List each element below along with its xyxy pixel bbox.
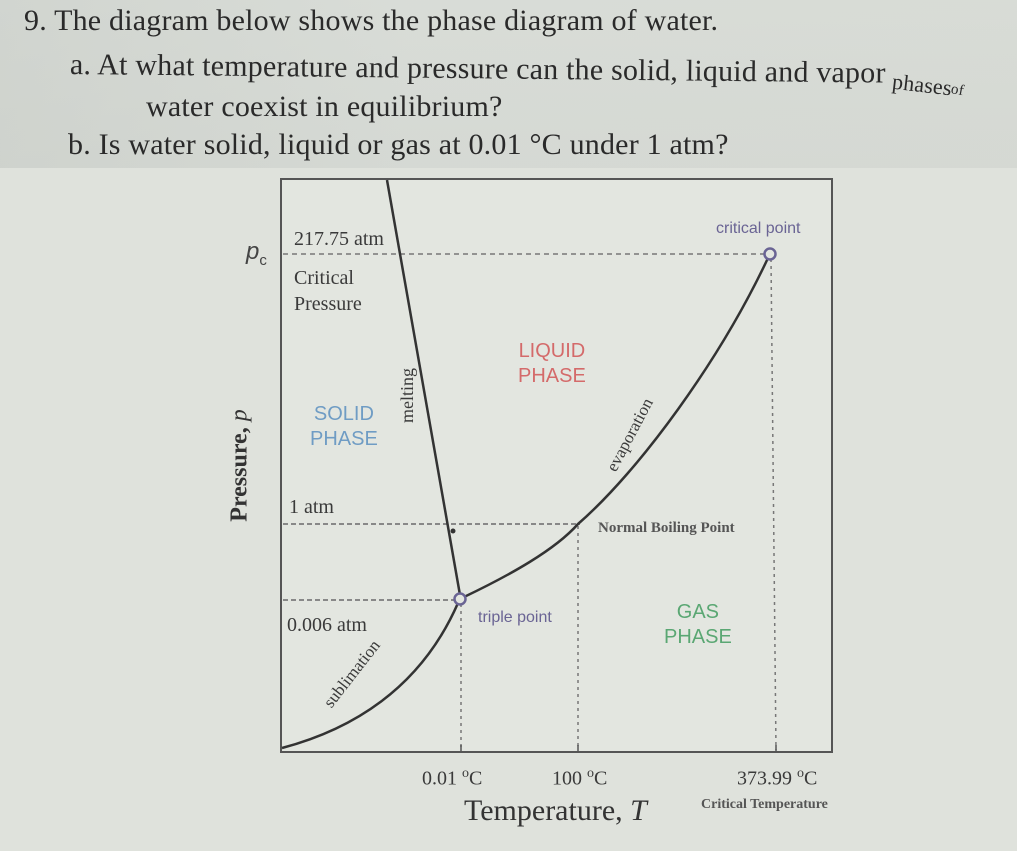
- one-atm-label: 1 atm: [289, 496, 334, 518]
- x-tick-1-deg: o: [462, 766, 469, 781]
- pc-sub: c: [259, 251, 267, 269]
- x-tick-1-unit: C: [469, 767, 483, 790]
- part-b-label: b.: [68, 128, 91, 161]
- x-axis-text: Temperature,: [464, 794, 623, 827]
- gas-line2: PHASE: [664, 626, 732, 648]
- x-tick-1-label: 0.01 oC: [422, 766, 482, 791]
- critical-temperature-label: Critical Temperature: [701, 797, 828, 812]
- gas-line1: GAS: [676, 601, 720, 623]
- melting-1atm-dot: [450, 528, 456, 534]
- triple-pressure-label: 0.006 atm: [287, 614, 367, 636]
- critical-temp-line: [770, 258, 777, 751]
- critical-pressure-value: 217.75 atm: [294, 228, 384, 250]
- x-axis-label: Temperature, T: [464, 794, 647, 828]
- liquid-phase-label: LIQUID PHASE: [518, 339, 586, 389]
- critical-point-marker: [763, 247, 777, 261]
- y-axis-var: p: [226, 409, 253, 422]
- critical-pressure-note: Critical Pressure: [294, 265, 362, 317]
- x-tick-3-deg: o: [797, 766, 804, 781]
- question-part-b: b. Is water solid, liquid or gas at 0.01…: [68, 128, 729, 162]
- sublimation-curve: [281, 602, 460, 750]
- solid-line1: SOLID: [313, 403, 374, 425]
- solid-line2: PHASE: [310, 428, 378, 450]
- x-tick-2-deg: o: [587, 766, 594, 781]
- critical-pressure-line2: Pressure: [294, 293, 362, 315]
- critical-pressure-line1: Critical: [294, 267, 354, 289]
- question-intro-text: The diagram below shows the phase diagra…: [54, 4, 719, 37]
- y-axis-text: Pressure,: [226, 427, 253, 522]
- pc-p: p: [246, 238, 260, 265]
- liquid-line2: PHASE: [518, 365, 586, 387]
- triple-point-label: triple point: [478, 609, 552, 626]
- x-tick-3-unit: C: [804, 767, 818, 790]
- plot-frame: [280, 178, 833, 753]
- x-tick-2-unit: C: [594, 767, 608, 790]
- x-tick-2-num: 100: [552, 767, 582, 790]
- x-tick-2-label: 100 oC: [552, 766, 607, 791]
- y-axis-label: Pressure, p: [227, 346, 254, 586]
- x-tick-3-num: 373.99: [737, 767, 792, 790]
- x-tick-3-label: 373.99 oC: [737, 766, 817, 791]
- question-part-a-line2: water coexist in equilibrium?: [146, 90, 503, 123]
- triple-point-marker: [453, 592, 467, 606]
- part-b-text: Is water solid, liquid or gas at 0.01 °C…: [98, 128, 729, 161]
- melting-curve: [385, 179, 462, 596]
- question-intro: 9. The diagram below shows the phase dia…: [24, 4, 718, 38]
- evaporation-curve: [463, 257, 770, 599]
- melting-label: melting: [397, 368, 417, 423]
- x-tick-1-num: 0.01: [422, 767, 457, 790]
- x-axis-var: T: [630, 794, 647, 827]
- liquid-line1: LIQUID: [518, 340, 586, 362]
- gas-phase-label: GAS PHASE: [664, 600, 732, 650]
- critical-point-label: critical point: [716, 220, 801, 237]
- solid-phase-label: SOLID PHASE: [310, 402, 378, 452]
- normal-boiling-point-label: Normal Boiling Point: [598, 520, 735, 536]
- question-number: 9.: [24, 4, 47, 37]
- pc-symbol: pc: [246, 238, 267, 269]
